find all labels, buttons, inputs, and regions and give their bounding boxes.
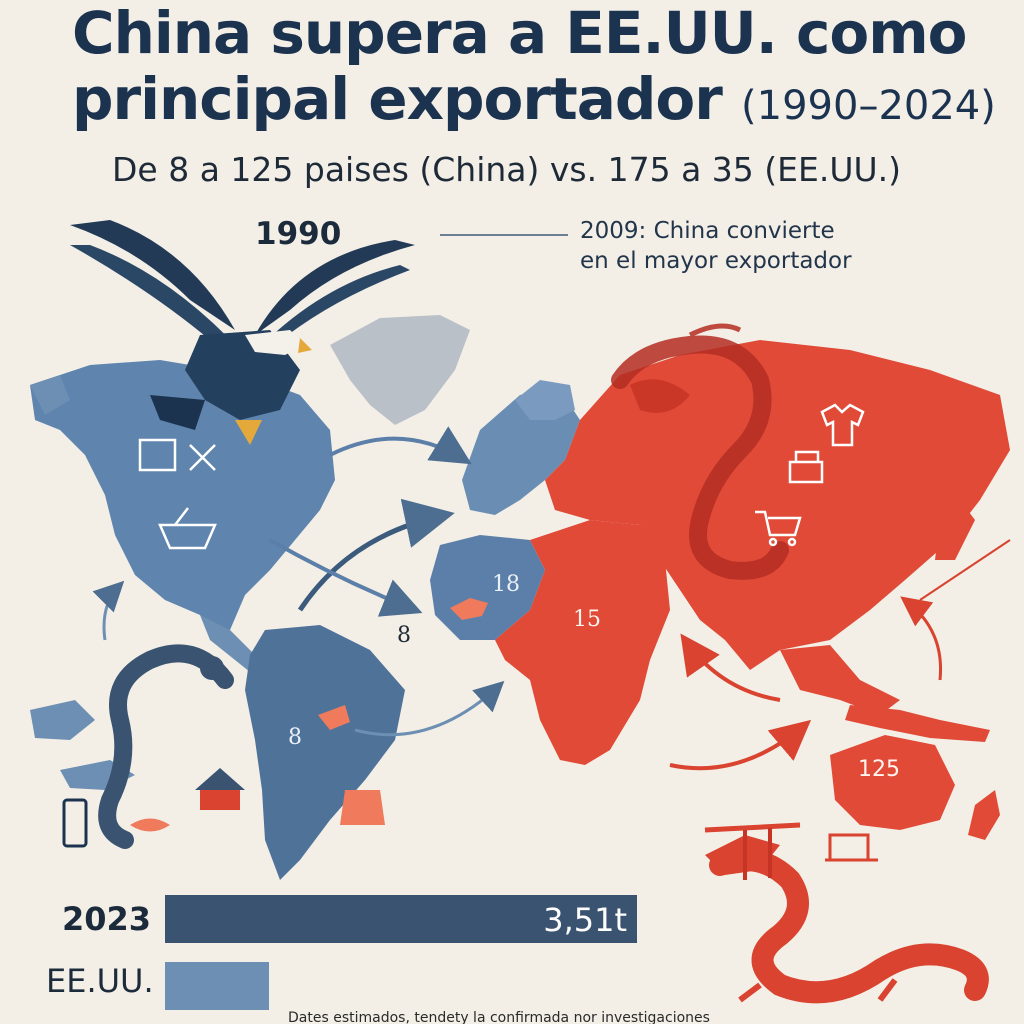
africa	[495, 520, 670, 765]
southeast-asia	[780, 645, 900, 715]
dragon-icon	[611, 323, 789, 580]
japan	[935, 500, 975, 560]
callout-line-1: 2009: China convierte	[580, 218, 835, 244]
arrow-left-up	[92, 580, 125, 641]
indonesia	[845, 705, 990, 742]
south-america	[245, 625, 405, 880]
cart-icon	[755, 510, 802, 547]
arrow-red-africa-aus	[669, 719, 812, 771]
dragon-icon-lower	[704, 822, 989, 1004]
callout-2009: 2009: China convierte en el mayor export…	[580, 216, 852, 276]
start-year: 1990	[255, 216, 342, 252]
serpent-icon	[98, 644, 234, 849]
title-range: (1990–2024)	[741, 83, 996, 129]
label-south-america: 8	[288, 725, 302, 750]
new-zealand	[968, 790, 1000, 840]
arrow-red-asia-sw	[680, 633, 781, 702]
footnote: Dates estimados, tendety la confirmada n…	[288, 1010, 710, 1024]
north-america	[30, 360, 335, 640]
factory-icon	[138, 438, 216, 472]
title-line-2: principal exportador	[72, 65, 723, 133]
subtitle: De 8 a 125 paises (China) vs. 175 a 35 (…	[112, 150, 902, 189]
arrow-na-africa	[269, 538, 423, 617]
callout-line-2: en el mayor exportador	[580, 248, 852, 274]
label-senegal: 8	[397, 623, 411, 648]
eagle-icon	[70, 220, 415, 445]
page-title: China supera a EE.UU. como principal exp…	[72, 0, 996, 139]
pacific-islands	[30, 700, 95, 740]
brazil-highlight	[318, 705, 350, 730]
label-west-africa: 18	[492, 572, 520, 597]
shirt-icon	[820, 403, 865, 447]
house-icon	[195, 768, 245, 810]
label-australia: 125	[858, 757, 900, 782]
arrow-sa-europe	[297, 498, 455, 612]
bag-icon	[340, 790, 385, 825]
arrow-red-right	[919, 539, 1011, 601]
alaska-arm	[30, 375, 70, 415]
bar-year-label: 2023	[62, 900, 152, 938]
bar-us	[165, 962, 269, 1010]
australia	[830, 735, 955, 830]
callout-line	[440, 234, 568, 236]
label-africa: 15	[573, 607, 601, 632]
bar-us-label: EE.UU.	[46, 962, 154, 1000]
greenland	[330, 315, 470, 425]
arrow-red-east-up	[900, 596, 943, 681]
ship-icon	[825, 833, 878, 862]
bar-china-value: 3,51t	[543, 901, 627, 939]
fish-icon	[130, 818, 170, 832]
title-line-2-wrap: principal exportador (1990–2024)	[72, 66, 996, 139]
scandinavia	[515, 380, 575, 420]
title-line-1: China supera a EE.UU. como	[72, 0, 967, 67]
bar-china: 3,51t	[165, 895, 637, 943]
arrow-na-europe	[329, 426, 472, 465]
arrow-sa-africa	[354, 680, 505, 737]
eurasia	[545, 340, 1010, 670]
west-africa-highlight	[450, 598, 488, 620]
sewing-machine-icon	[788, 450, 824, 484]
europe	[462, 390, 580, 515]
phone-icon	[62, 798, 88, 848]
basket-icon	[158, 507, 217, 550]
